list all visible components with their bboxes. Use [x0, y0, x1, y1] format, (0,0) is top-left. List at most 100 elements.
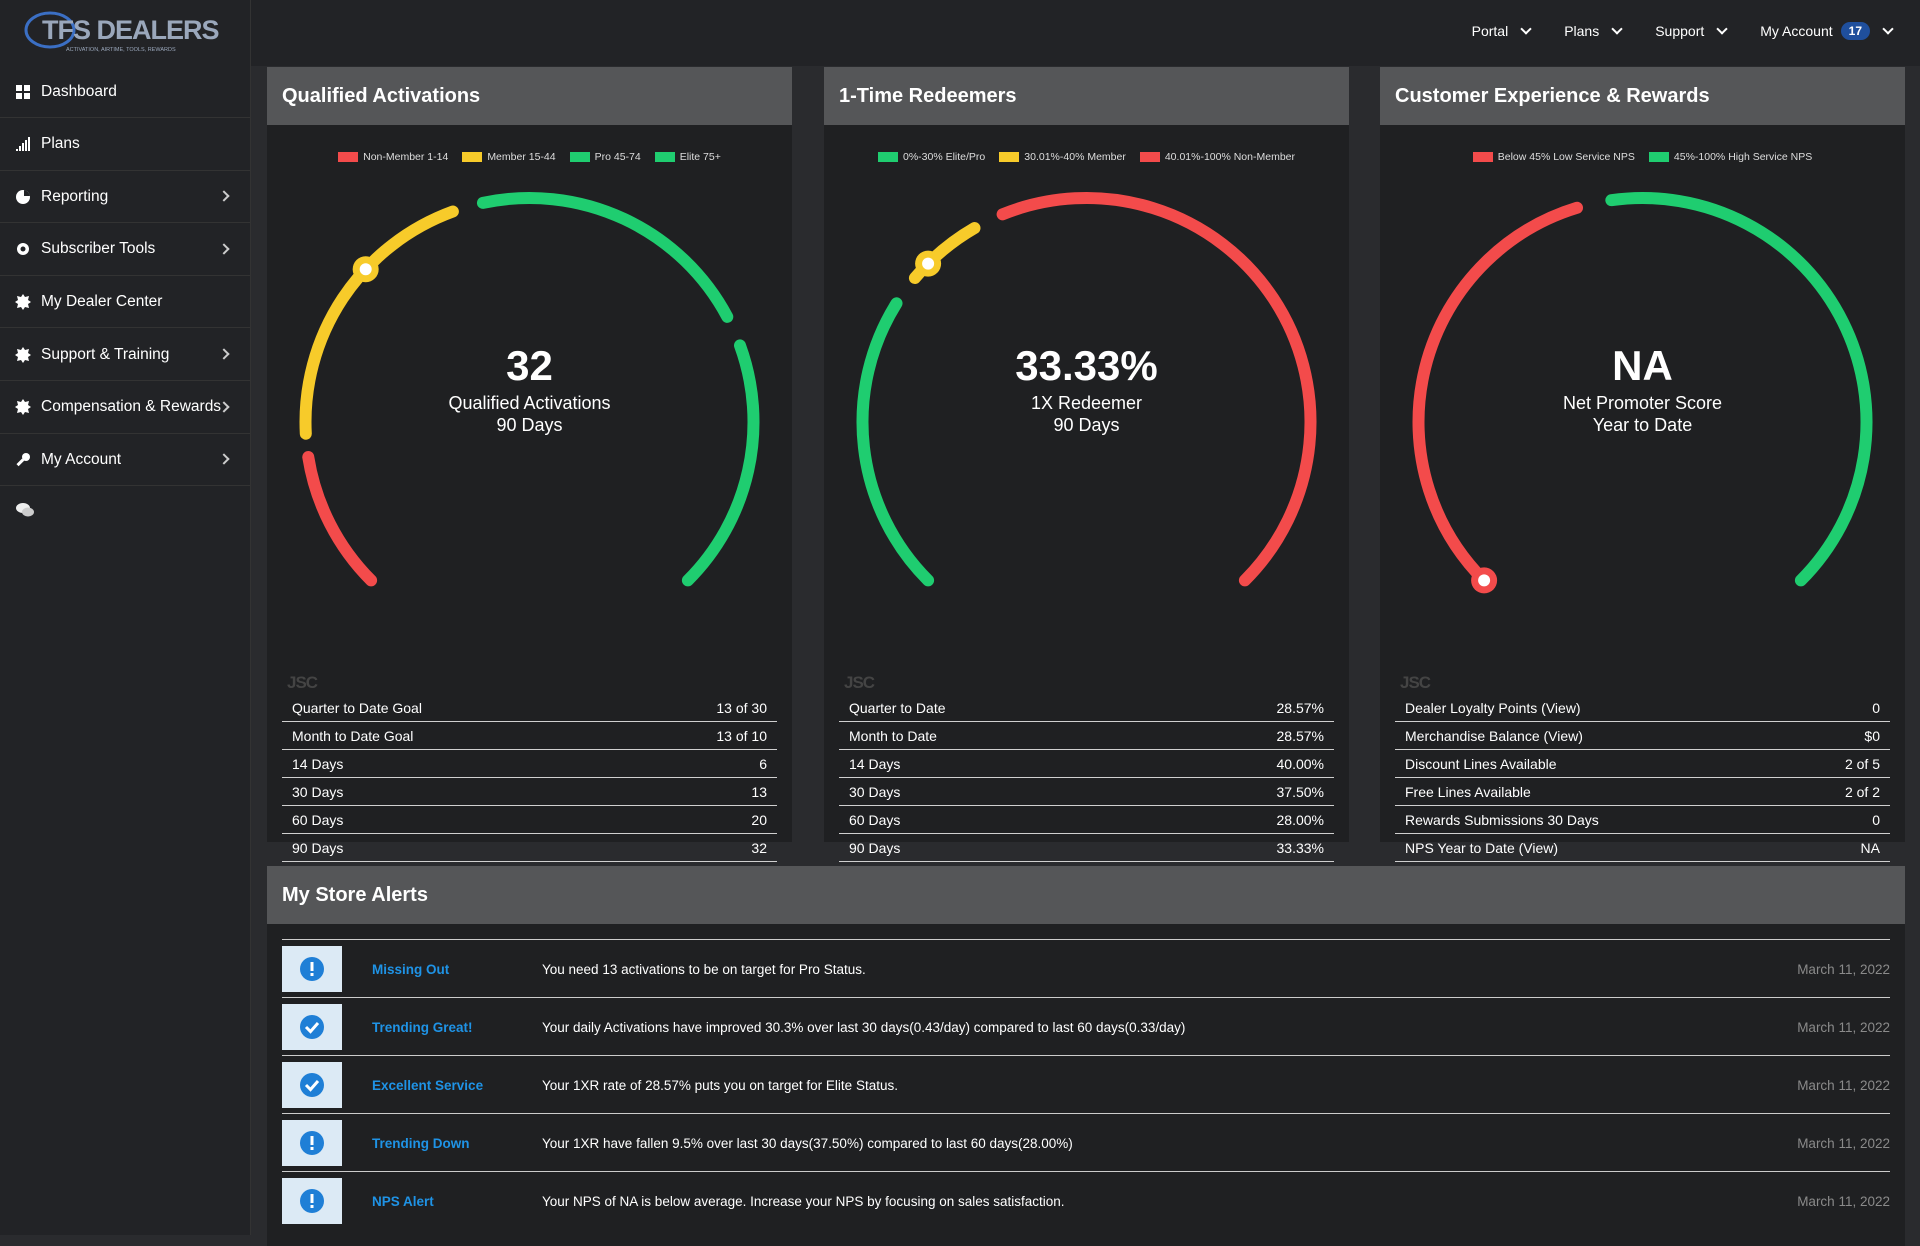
chevron	[218, 243, 230, 255]
glyph-bar	[310, 962, 314, 971]
stats-value: 0	[1872, 811, 1880, 828]
alert-glyph	[300, 1073, 324, 1097]
menu-icon	[16, 84, 30, 99]
stats-value: 33.33%	[1276, 839, 1324, 856]
alert-icon	[282, 1178, 342, 1224]
alert-title[interactable]: Trending Great!	[372, 1019, 473, 1035]
sidebar-item[interactable]: Subscriber Tools	[0, 224, 250, 276]
legend-item: Pro 45-74	[569, 151, 641, 163]
alerts-title: My Store Alerts	[267, 866, 1905, 924]
sidebar-item[interactable]: Support & Training	[0, 329, 250, 381]
nav-item[interactable]: Plans	[1564, 23, 1623, 39]
nav-label: Support	[1655, 23, 1705, 39]
stats-row: NPS Year to Date (View) NA	[1395, 834, 1890, 862]
stats-table: Dealer Loyalty Points (View) 0 Merchandise…	[1395, 694, 1890, 862]
stats-value: 13	[751, 783, 767, 800]
sidebar-item[interactable]: Reporting	[0, 171, 250, 224]
brand-tagline: ACTIVATION, AIRTIME, TOOLS, REWARDS	[66, 47, 176, 53]
menu-icon	[15, 399, 31, 416]
icon-shape	[15, 293, 31, 310]
gauge-band	[1412, 201, 1584, 587]
stats-label: 14 Days	[849, 755, 901, 772]
alert-date: March 11, 2022	[1797, 1135, 1890, 1151]
stats-row: Free Lines Available 2 of 2	[1395, 778, 1890, 806]
stats-table: Quarter to Date 28.57% Month to Date 28.57%…	[839, 694, 1334, 862]
legend-item: 45%-100% High Service NPS	[1648, 151, 1812, 163]
stats-row: Merchandise Balance (View) $0	[1395, 722, 1890, 750]
sidebar-label: Dashboard	[41, 82, 117, 100]
legend-item: 40.01%-100% Non-Member	[1139, 151, 1295, 163]
legend-label: Below 45% Low Service NPS	[1497, 151, 1635, 163]
alert-row: Trending Down Your 1XR have fallen 9.5% o…	[282, 1113, 1890, 1172]
nav-item[interactable]: My Account 17	[1760, 22, 1894, 40]
stats-label: Discount Lines Available	[1405, 755, 1557, 772]
alert-icon	[282, 1062, 342, 1108]
sidebar-label: Subscriber Tools	[41, 240, 156, 258]
alert-title[interactable]: Excellent Service	[372, 1077, 484, 1093]
nav-label: My Account	[1760, 23, 1833, 39]
stats-row: 90 Days 33.33%	[839, 834, 1334, 862]
stats-value: 13 of 30	[716, 699, 767, 716]
icon-shape	[19, 146, 21, 152]
glyph-dot	[310, 1205, 314, 1208]
alert-title[interactable]: Trending Down	[372, 1135, 470, 1151]
stats-label: Quarter to Date	[849, 699, 946, 716]
stats-row: Rewards Submissions 30 Days 0	[1395, 806, 1890, 834]
sidebar-item[interactable]: Compensation & Rewards	[0, 382, 250, 434]
icon-shape	[24, 92, 30, 99]
gauge-band	[299, 205, 459, 440]
sidebar-item[interactable]: Plans	[0, 119, 250, 171]
chevron	[218, 453, 230, 465]
stats-value: 6	[759, 755, 767, 772]
stats-row: Month to Date 28.57%	[839, 722, 1334, 750]
nav-label: Plans	[1564, 23, 1600, 39]
stats-label: Month to Date Goal	[292, 727, 414, 744]
glyph-circle	[300, 1073, 324, 1097]
stats-value: $0	[1864, 727, 1880, 744]
sidebar-label: My Dealer Center	[41, 292, 163, 310]
glyph-check	[304, 1080, 320, 1092]
panel-title: Qualified Activations	[267, 67, 792, 125]
logo: TFS DEALERS ACTIVATION, AIRTIME, TOOLS, …	[24, 11, 220, 53]
legend-swatch	[877, 152, 898, 162]
alert-title[interactable]: NPS Alert	[372, 1193, 434, 1209]
glyph-dot	[310, 973, 314, 976]
alert-date: March 11, 2022	[1797, 1077, 1890, 1093]
sidebar-item[interactable]: My Account	[0, 434, 250, 487]
chat-icon[interactable]	[15, 501, 35, 519]
stats-label: Quarter to Date Goal	[292, 699, 422, 716]
stats-row: Quarter to Date 28.57%	[839, 694, 1334, 722]
stats-label: 14 Days	[292, 755, 344, 772]
legend-swatch	[1648, 152, 1669, 162]
stats-label: Merchandise Balance (View)	[1405, 727, 1583, 744]
alerts-panel: My Store Alerts Missing Out You need 13 ac…	[267, 866, 1905, 1246]
alert-title[interactable]: Missing Out	[372, 961, 450, 977]
nav-item[interactable]: Support	[1655, 23, 1728, 39]
caret	[1611, 23, 1623, 35]
alert-row: Excellent Service Your 1XR rate of 28.57%…	[282, 1055, 1890, 1114]
glyph-bar	[310, 1136, 314, 1145]
glyph-bar	[310, 1194, 314, 1203]
gauge-label: 1X Redeemer	[1030, 393, 1143, 413]
alert-glyph	[300, 957, 324, 981]
stats-row: Month to Date Goal 13 of 10	[282, 722, 777, 750]
sidebar-item[interactable]: Dashboard	[0, 66, 250, 118]
menu-icon	[15, 293, 31, 310]
stats-row: 90 Days 32	[282, 834, 777, 862]
alert-date: March 11, 2022	[1797, 1193, 1890, 1209]
stats-row: 30 Days 37.50%	[839, 778, 1334, 806]
icon-shape	[20, 246, 26, 252]
sidebar-item[interactable]: My Dealer Center	[0, 276, 250, 329]
nav-label: Portal	[1471, 23, 1509, 39]
nav-item[interactable]: Portal	[1471, 23, 1532, 39]
legend-item: 0%-30% Elite/Pro	[877, 151, 986, 163]
legend-label: 0%-30% Elite/Pro	[902, 151, 986, 163]
stats-label: 90 Days	[292, 839, 344, 856]
menu-icon	[16, 452, 30, 466]
stats-row: Discount Lines Available 2 of 5	[1395, 750, 1890, 778]
alert-message: Your 1XR have fallen 9.5% over last 30 d…	[542, 1135, 1073, 1151]
icon-shape	[16, 458, 25, 466]
menu-icon	[15, 346, 31, 363]
icon-shape	[25, 140, 27, 152]
stats-label: NPS Year to Date (View)	[1405, 839, 1559, 856]
